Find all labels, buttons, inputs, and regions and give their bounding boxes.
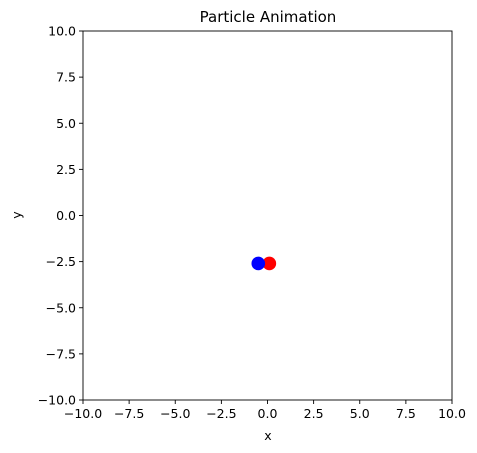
- x-tick-label: 5.0: [350, 406, 370, 421]
- plot-area: −10.0 −7.5 −5.0 −2.5 0.0 2.5 5.0 7.5 10.0 −10.0 −7…: [38, 24, 466, 422]
- y-tick-label: −2.5: [46, 254, 76, 269]
- x-tick-label: 7.5: [396, 406, 416, 421]
- y-tick-label: 7.5: [56, 70, 76, 85]
- plot-frame: [82, 30, 453, 401]
- y-tick-label: 10.0: [48, 24, 76, 39]
- x-tick-label: 10.0: [438, 406, 466, 421]
- x-tick-label: 0.0: [258, 406, 278, 421]
- x-tick-label: −10.0: [64, 406, 102, 421]
- y-tick-label: −7.5: [46, 346, 76, 361]
- y-tick-label: 5.0: [56, 116, 76, 131]
- y-tick-label: −5.0: [46, 300, 76, 315]
- chart-title: Particle Animation: [200, 8, 337, 26]
- particle-point: [251, 256, 266, 271]
- particle-point: [262, 256, 277, 271]
- y-tick-label: 2.5: [56, 162, 76, 177]
- y-axis-label: y: [9, 211, 24, 219]
- x-tick-label: −7.5: [114, 406, 144, 421]
- x-tick-label: 2.5: [304, 406, 324, 421]
- y-tick-label: 0.0: [56, 208, 76, 223]
- x-tick-label: −5.0: [160, 406, 190, 421]
- y-tick-label: −10.0: [38, 393, 76, 408]
- x-tick-label: −2.5: [206, 406, 236, 421]
- x-axis-label: x: [264, 428, 271, 443]
